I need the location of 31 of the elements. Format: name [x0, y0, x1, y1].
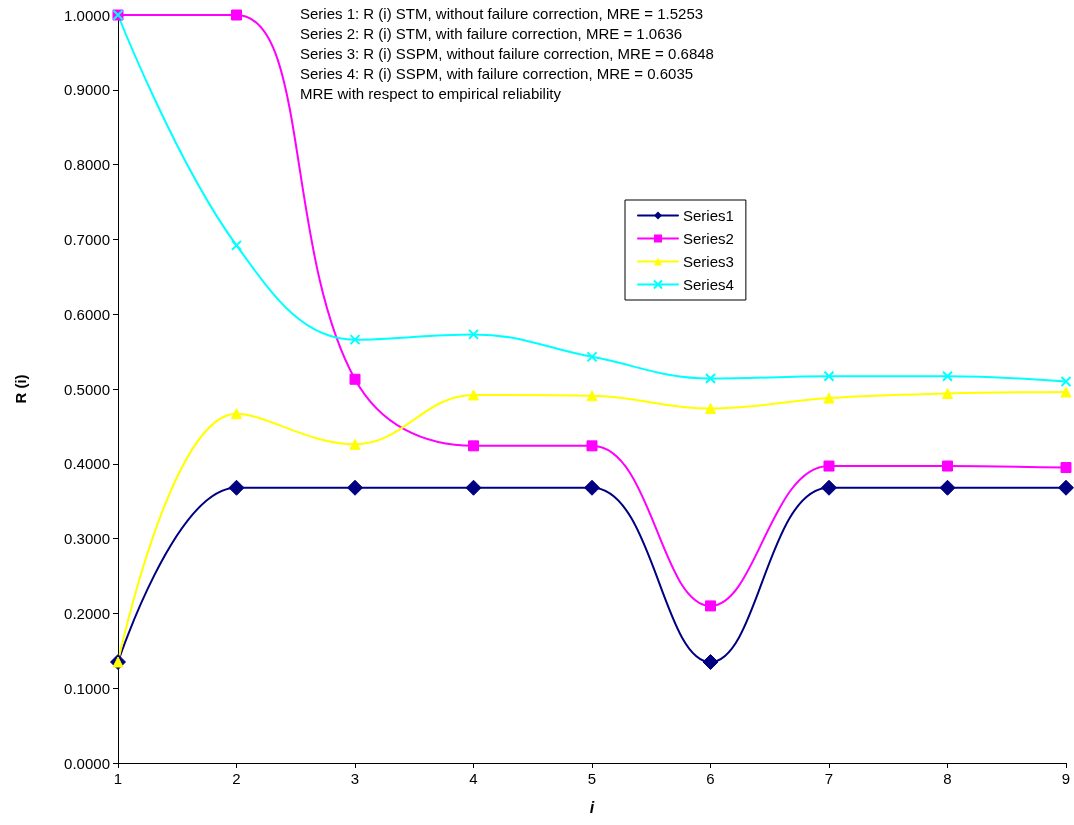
y-axis-title: R (i) — [12, 374, 29, 404]
x-tick-label: 8 — [943, 770, 952, 787]
y-tick-label: 0.5000 — [64, 380, 110, 398]
y-tick-label: 0.6000 — [64, 305, 110, 323]
y-tick-label: 0.2000 — [64, 604, 110, 622]
y-tick-label: 0.4000 — [64, 455, 110, 473]
x-tick-label: 6 — [706, 770, 715, 787]
y-tick-label: 0.9000 — [64, 81, 110, 99]
y-tick-label: 0.7000 — [64, 230, 110, 248]
annotation: Series 3: R (i) SSPM, without failure correction, MRE = 0.6848 — [300, 45, 714, 62]
x-tick-label: 2 — [232, 770, 241, 787]
x-tick-label: 5 — [587, 770, 597, 787]
legend-label: Series2 — [683, 230, 734, 247]
y-tick-label: 0.3000 — [64, 530, 110, 548]
y-tick-label: 0.0000 — [64, 754, 110, 772]
x-tick-label: 4 — [469, 770, 478, 787]
annotation: Series 2: R (i) STM, with failure correction, MRE = 1.0636 — [300, 25, 683, 42]
annotation: Series 1: R (i) STM, without failure correction, MRE = 1.5253 — [300, 5, 704, 22]
legend-label: Series1 — [683, 207, 734, 224]
y-tick-label: 0.8000 — [64, 156, 110, 174]
legend-label: Series3 — [683, 253, 734, 270]
y-tick-label: 1.0000 — [64, 6, 110, 24]
x-tick-label: 3 — [350, 770, 360, 787]
x-tick-label: 1 — [113, 770, 123, 787]
x-axis-title: i — [589, 798, 595, 816]
annotation: Series 4: R (i) SSPM, with failure correction, MRE = 0.6035 — [300, 65, 694, 82]
legend-label: Series4 — [683, 276, 734, 293]
annotation: MRE with respect to empirical reliability — [300, 85, 562, 102]
x-tick-label: 9 — [1061, 770, 1071, 787]
x-tick-label: 7 — [824, 770, 834, 787]
y-tick-label: 0.1000 — [64, 679, 110, 697]
